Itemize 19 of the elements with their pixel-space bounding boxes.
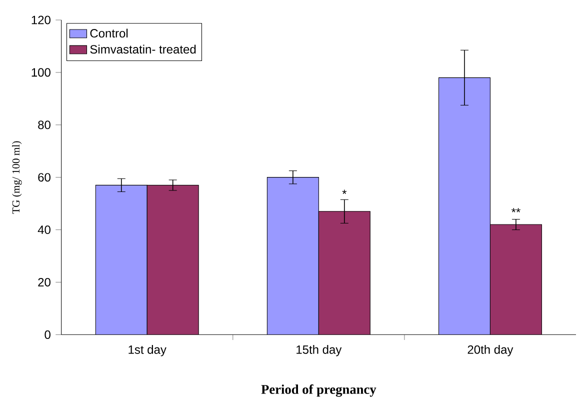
y-tick-label: 20 — [38, 278, 50, 286]
bar — [267, 177, 319, 335]
y-tick-label: 120 — [32, 16, 50, 24]
y-tick-label: 40 — [38, 226, 50, 234]
x-tick-label: 15th day — [296, 345, 342, 356]
annotation: ** — [511, 208, 520, 212]
annotation: * — [342, 190, 347, 194]
y-tick-label: 80 — [38, 120, 50, 130]
y-tick-label: 0 — [44, 330, 50, 339]
legend-label: Control — [90, 28, 128, 38]
x-tick-label: 1st day — [128, 345, 166, 356]
y-tick-label: 60 — [38, 173, 50, 182]
bar — [438, 77, 490, 335]
bar — [96, 185, 148, 335]
x-axis-title: Period of pregnancy — [261, 384, 376, 397]
y-axis-title: TG (mg/ 100 ml) — [12, 141, 22, 214]
legend-label: Simvastatin- treated — [90, 44, 196, 54]
y-tick-label: 100 — [32, 68, 50, 77]
x-tick-label: 20th day — [468, 345, 514, 356]
